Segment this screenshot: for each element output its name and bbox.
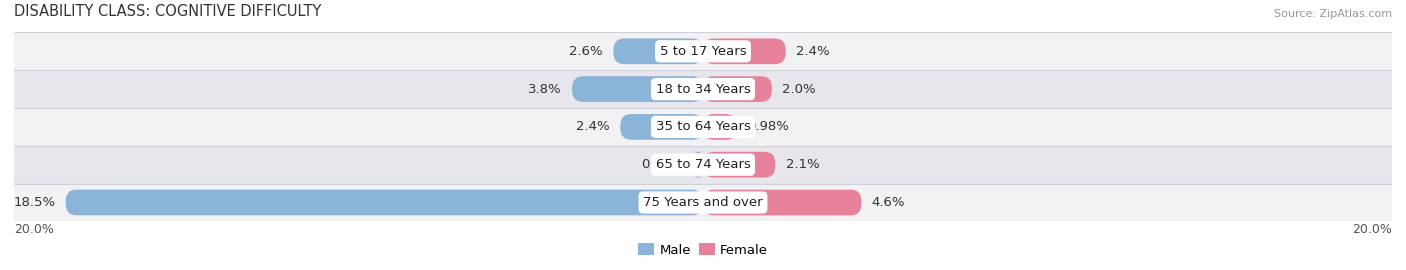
- Text: 5 to 17 Years: 5 to 17 Years: [659, 45, 747, 58]
- Bar: [0, 32, 1406, 70]
- Text: 2.4%: 2.4%: [796, 45, 830, 58]
- Text: DISABILITY CLASS: COGNITIVE DIFFICULTY: DISABILITY CLASS: COGNITIVE DIFFICULTY: [14, 4, 322, 19]
- Bar: [0, 146, 1406, 184]
- Text: 65 to 74 Years: 65 to 74 Years: [655, 158, 751, 171]
- Text: 0.29%: 0.29%: [641, 158, 683, 171]
- FancyBboxPatch shape: [613, 38, 703, 64]
- Text: 4.6%: 4.6%: [872, 196, 905, 209]
- Text: 75 Years and over: 75 Years and over: [643, 196, 763, 209]
- Text: 18.5%: 18.5%: [13, 196, 55, 209]
- FancyBboxPatch shape: [703, 152, 775, 178]
- FancyBboxPatch shape: [703, 38, 786, 64]
- Text: 3.8%: 3.8%: [529, 83, 562, 96]
- Text: 20.0%: 20.0%: [1353, 223, 1392, 236]
- Text: 35 to 64 Years: 35 to 64 Years: [655, 120, 751, 133]
- Legend: Male, Female: Male, Female: [633, 238, 773, 262]
- Bar: [0, 108, 1406, 146]
- Text: Source: ZipAtlas.com: Source: ZipAtlas.com: [1274, 9, 1392, 19]
- FancyBboxPatch shape: [703, 114, 737, 140]
- FancyBboxPatch shape: [572, 76, 703, 102]
- FancyBboxPatch shape: [703, 190, 862, 215]
- Text: 0.98%: 0.98%: [747, 120, 789, 133]
- Text: 2.6%: 2.6%: [569, 45, 603, 58]
- Text: 18 to 34 Years: 18 to 34 Years: [655, 83, 751, 96]
- FancyBboxPatch shape: [703, 76, 772, 102]
- FancyBboxPatch shape: [620, 114, 703, 140]
- Text: 20.0%: 20.0%: [14, 223, 53, 236]
- Text: 2.0%: 2.0%: [782, 83, 815, 96]
- FancyBboxPatch shape: [693, 152, 703, 178]
- Bar: [0, 184, 1406, 221]
- FancyBboxPatch shape: [66, 190, 703, 215]
- Bar: [0, 70, 1406, 108]
- Text: 2.1%: 2.1%: [786, 158, 820, 171]
- Text: 2.4%: 2.4%: [576, 120, 610, 133]
